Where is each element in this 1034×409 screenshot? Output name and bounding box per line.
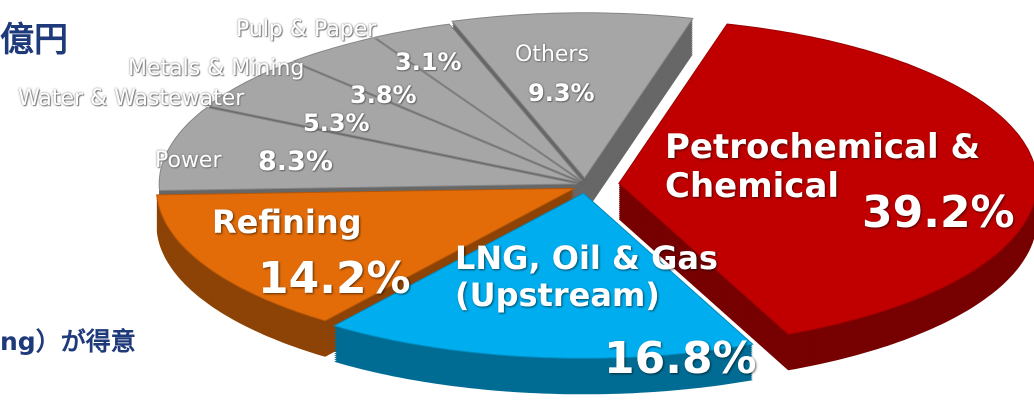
slice (618, 23, 1034, 335)
value-label: 9.3% (528, 79, 595, 107)
slice (332, 192, 754, 359)
slice-label: Petrochemical & Chemical (665, 127, 981, 207)
value-label: 8.3% (258, 146, 333, 177)
slice-label: Others (515, 42, 589, 67)
slice-label: Power (155, 148, 222, 173)
annotation: 億円 (0, 20, 68, 60)
slice (156, 187, 575, 322)
value-label: 5.3% (303, 109, 370, 137)
value-label: 3.8% (350, 81, 417, 109)
slice-label: Refining (212, 203, 362, 241)
slice (451, 12, 694, 179)
slice-label: Pulp & Paper (236, 17, 377, 42)
slice (292, 37, 581, 182)
slice-label: LNG, Oil & Gas (Upstream) (455, 239, 718, 314)
value-label: 14.2% (258, 253, 411, 304)
value-label: 16.8% (604, 333, 757, 384)
slice (207, 61, 579, 183)
slice (373, 23, 583, 182)
slice-label: Metals & Mining (128, 56, 305, 81)
slice (158, 106, 578, 192)
value-label: 3.1% (395, 48, 462, 76)
annotation: ng）が得意 (0, 327, 136, 356)
value-label: 39.2% (862, 187, 1015, 238)
slice-label: Water & Wastewater (18, 86, 245, 111)
